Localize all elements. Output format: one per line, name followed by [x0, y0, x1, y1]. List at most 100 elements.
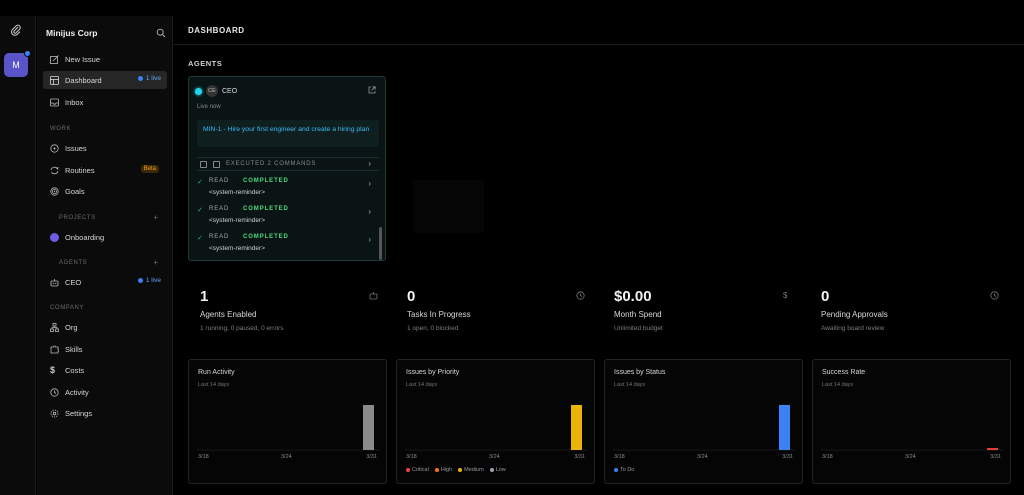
chart-bar: [987, 448, 998, 450]
agent-name: CEO: [222, 87, 238, 95]
step-detail: <system-reminder>: [209, 245, 265, 252]
page-header: DASHBOARD: [174, 16, 1024, 45]
x-tick-label: 3/31: [366, 454, 377, 460]
stat-pending-approvals[interactable]: 0 Pending Approvals Awaiting board revie…: [809, 288, 1004, 338]
inbox-icon: [50, 98, 59, 106]
stat-value: 0: [407, 288, 416, 305]
sidebar-item-label: Dashboard: [65, 75, 102, 85]
legend-swatch: [489, 468, 494, 472]
agent-card-scrollbar[interactable]: [379, 227, 382, 260]
chart-plot: [405, 405, 588, 451]
workspace-initial: M: [12, 60, 20, 70]
live-indicator: [195, 87, 202, 95]
agent-status: Live now: [197, 104, 221, 110]
legend-swatch: [434, 468, 439, 472]
agent-step[interactable]: ✓ READ COMPLETED <system-reminder> ›: [197, 205, 379, 229]
stat-label: Agents Enabled: [200, 310, 257, 319]
legend-item: Medium: [458, 467, 484, 473]
legend-label: To Do: [620, 467, 635, 473]
agent-task-link[interactable]: MIN-1 - Hire your first engineer and cre…: [197, 120, 379, 147]
sidebar-item-inbox[interactable]: Inbox: [43, 93, 167, 111]
sidebar: Minijus Corp New Issue Dashboard 1 live …: [37, 16, 173, 495]
chart-bar: [779, 405, 790, 450]
agent-step[interactable]: ✓ READ COMPLETED <system-reminder> ›: [197, 177, 379, 201]
chart-title: Run Activity: [198, 369, 235, 376]
chart-bar: [571, 405, 582, 450]
legend-swatch: [458, 468, 463, 472]
sidebar-item-skills[interactable]: Skills: [43, 340, 167, 358]
agent-avatar: CE: [206, 85, 218, 97]
step-type: READ: [209, 234, 230, 240]
org-chart-icon: [50, 322, 59, 332]
chart-legend: Critical High Medium Low: [406, 467, 512, 473]
sidebar-item-label: Inbox: [65, 97, 84, 107]
add-project-icon[interactable]: +: [153, 213, 158, 222]
external-link-icon[interactable]: [368, 86, 376, 94]
page-title: DASHBOARD: [188, 26, 245, 35]
workspace-live-dot: [24, 50, 31, 57]
section-label-work: WORK: [50, 126, 72, 132]
sidebar-item-onboarding[interactable]: Onboarding: [43, 228, 167, 246]
legend-swatch: [406, 468, 410, 472]
agent-live-card[interactable]: CE CEO Live now MIN-1 - Hire your first …: [188, 76, 386, 261]
stat-sub: 1 running, 0 paused, 0 errors: [200, 325, 284, 332]
sidebar-item-activity[interactable]: Activity: [43, 383, 167, 401]
sidebar-item-dashboard[interactable]: Dashboard 1 live: [43, 71, 167, 89]
chart-title: Issues by Status: [614, 369, 666, 376]
stat-sub: Unlimited budget: [614, 325, 663, 332]
sidebar-item-new-issue[interactable]: New Issue: [43, 50, 167, 68]
chevron-right-icon: ›: [368, 207, 371, 216]
stat-tasks-in-progress[interactable]: 0 Tasks In Progress 1 open, 0 blocked: [395, 288, 590, 338]
stat-label: Pending Approvals: [821, 310, 888, 319]
main-content: DASHBOARD AGENTS CE CEO Live now MIN-1 -…: [174, 16, 1024, 495]
sidebar-item-org[interactable]: Org: [43, 318, 167, 336]
sidebar-item-label: Costs: [65, 365, 85, 375]
workspace-avatar[interactable]: M: [4, 50, 31, 77]
sidebar-item-issues[interactable]: Issues: [43, 139, 167, 157]
add-agent-icon[interactable]: +: [153, 258, 158, 267]
chart-plot: [613, 405, 796, 451]
executed-commands-label: EXECUTED 2 COMMANDS: [226, 161, 317, 167]
dashboard-icon: [50, 75, 59, 85]
executed-commands-row[interactable]: EXECUTED 2 COMMANDS ›: [197, 157, 379, 171]
sidebar-item-costs[interactable]: $ Costs: [43, 361, 167, 379]
search-icon[interactable]: [156, 28, 166, 38]
chart-subtitle: Last 14 days: [406, 382, 438, 388]
bot-icon: [50, 278, 59, 286]
step-status: COMPLETED: [243, 206, 289, 212]
check-icon: ✓: [197, 235, 203, 242]
sidebar-item-ceo[interactable]: CEO 1 live: [43, 273, 167, 291]
puzzle-icon: [50, 345, 59, 353]
paperclip-icon[interactable]: [10, 24, 22, 36]
check-icon: ✓: [197, 207, 203, 214]
gear-icon: [50, 409, 59, 417]
project-color-icon: [50, 232, 59, 242]
sidebar-item-settings[interactable]: Settings: [43, 404, 167, 422]
x-tick-label: 3/31: [990, 454, 1001, 460]
stat-month-spend[interactable]: $0.00 Month Spend Unlimited budget $: [602, 288, 797, 338]
clock-icon: [990, 291, 999, 300]
section-label-projects: PROJECTS: [59, 215, 96, 221]
agent-step[interactable]: ✓ READ COMPLETED <system-reminder> ›: [197, 233, 379, 257]
x-tick-label: 3/18: [822, 454, 833, 460]
stat-agents-enabled[interactable]: 1 Agents Enabled 1 running, 0 paused, 0 …: [188, 288, 383, 338]
chart-issues-by-priority: Issues by Priority Last 14 days 3/18 3/2…: [396, 359, 595, 484]
chart-legend: To Do: [614, 467, 640, 473]
sidebar-item-routines[interactable]: Routines Beta: [43, 161, 167, 179]
section-label-company: COMPANY: [50, 305, 85, 311]
section-label-agents: AGENTS: [59, 260, 88, 266]
chart-subtitle: Last 14 days: [822, 382, 854, 388]
agents-section-title: AGENTS: [188, 59, 223, 68]
x-tick-label: 3/24: [489, 454, 500, 460]
live-badge: 1 live: [137, 277, 161, 284]
window-top-bar: [0, 0, 1024, 16]
sidebar-header: Minijus Corp: [46, 26, 168, 40]
chart-bar: [363, 405, 374, 450]
sidebar-item-goals[interactable]: Goals: [43, 182, 167, 200]
sidebar-item-label: Org: [65, 322, 78, 332]
step-detail: <system-reminder>: [209, 217, 265, 224]
chevron-right-icon: ›: [368, 235, 371, 244]
redacted-area: [413, 180, 484, 233]
bot-icon: [369, 292, 378, 300]
legend-item: Critical: [406, 467, 429, 473]
